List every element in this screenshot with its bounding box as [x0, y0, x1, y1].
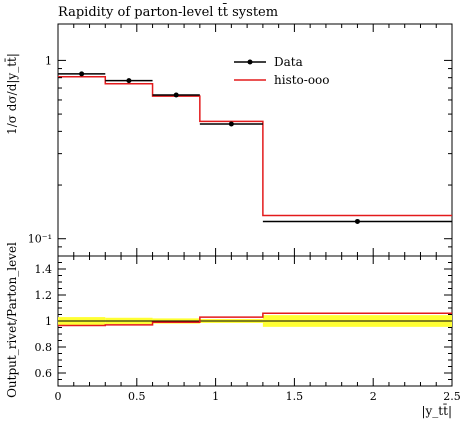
- top-y-tick-label-1: 10⁻¹: [28, 233, 52, 246]
- ratio-y-tick-label-4: 1.4: [35, 263, 53, 276]
- ratio-series-1: [58, 312, 452, 327]
- chart-title: Rapidity of parton-level tt̄ system: [58, 3, 278, 20]
- x-tick-label-4: 2: [370, 390, 377, 403]
- data-point-2: [173, 92, 179, 98]
- data-point-4: [354, 218, 360, 224]
- data-point-0: [79, 71, 85, 77]
- ratio-y-tick-label-2: 1: [45, 315, 52, 328]
- x-tick-label-1: 0.5: [128, 390, 146, 403]
- ratio-y-axis-label: Output_rivet/Parton_level: [5, 242, 19, 398]
- x-tick-label-5: 2.5: [443, 390, 461, 403]
- top-y-tick-label-0: 1: [45, 54, 52, 67]
- ratio-plot-panel: 0.6 0.8 1 1.2 1.4 0 0.5 1 1.5 2 2.5: [35, 255, 461, 403]
- data-point-1: [126, 78, 132, 84]
- legend-marker-0: [247, 59, 253, 65]
- x-axis-label: |y_tt̄|: [421, 402, 452, 418]
- legend-entry-0: Data: [274, 55, 303, 69]
- x-tick-label-0: 0: [55, 390, 62, 403]
- x-tick-label-2: 1: [212, 390, 219, 403]
- ratio-y-tick-label-1: 0.8: [35, 341, 53, 354]
- main-y-axis-label: 1/σ dσ/d|y_tt̄|: [3, 53, 19, 135]
- ratio-y-tick-label-3: 1.2: [35, 289, 53, 302]
- legend: Data histo-ooo: [234, 55, 330, 87]
- legend-entry-1: histo-ooo: [274, 73, 330, 87]
- ratio-y-tick-label-0: 0.6: [35, 367, 53, 380]
- x-tick-label-3: 1.5: [286, 390, 304, 403]
- data-point-3: [228, 121, 234, 127]
- series-histo-ooo-line: [58, 75, 452, 217]
- main-plot-panel: 1 10⁻¹: [28, 23, 453, 257]
